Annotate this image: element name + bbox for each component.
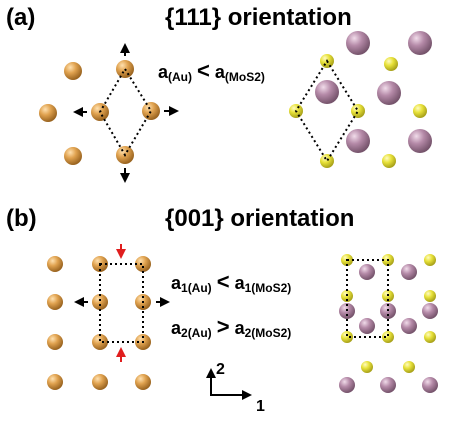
au-atom	[64, 62, 82, 80]
au-atom	[64, 147, 82, 165]
relation-rhs: a	[234, 318, 245, 338]
s-atom	[320, 154, 334, 168]
mo-atom	[401, 318, 417, 334]
au-atom	[92, 294, 108, 310]
au-atom	[92, 334, 108, 350]
au-001-strain-arrows	[74, 244, 170, 362]
au-atom	[92, 374, 108, 390]
s-atom	[341, 331, 353, 343]
axis-1-label: 1	[256, 398, 265, 415]
s-atom	[382, 331, 394, 343]
panel-b-relation-2: a2(Au) > a2(MoS2)	[171, 314, 292, 340]
mo-atom	[408, 129, 432, 153]
au-atom	[47, 294, 63, 310]
s-atom	[424, 290, 436, 302]
mo-atom	[380, 377, 396, 393]
au-atom	[39, 104, 57, 122]
panel-a-relation: a(Au) < a(MoS2)	[158, 58, 265, 84]
s-atom	[403, 361, 415, 373]
s-atom	[361, 361, 373, 373]
relation-rhs: a	[214, 62, 225, 82]
relation-rhs: a	[234, 273, 245, 293]
mo-atom	[359, 318, 375, 334]
au-111-unit-cell	[98, 67, 153, 157]
au-atom	[47, 256, 63, 272]
relation-rhs-sub: (MoS2)	[224, 70, 265, 84]
au-atom	[47, 334, 63, 350]
au-atom	[47, 374, 63, 390]
s-atom	[382, 154, 396, 168]
mo-atom	[422, 377, 438, 393]
relation-lhs: a	[158, 62, 169, 82]
axis-2-label: 2	[216, 361, 225, 378]
panel-b-title: {001} orientation	[165, 205, 355, 232]
mo-atom	[408, 31, 432, 55]
relation-operator: <	[216, 269, 230, 294]
relation-lhs: a	[171, 318, 182, 338]
mos2-001-lattice	[339, 254, 438, 393]
s-atom	[413, 104, 427, 118]
relation-lhs-sub: (Au)	[168, 70, 193, 84]
au-atom	[135, 374, 151, 390]
mo-atom	[401, 264, 417, 280]
relation-operator: >	[216, 314, 230, 339]
au-001-lattice	[47, 256, 151, 390]
relation-lhs-sub: 2(Au)	[181, 326, 212, 340]
panel-b-relation-1: a1(Au) < a1(MoS2)	[171, 269, 292, 295]
s-atom	[351, 104, 365, 118]
s-atom	[424, 331, 436, 343]
relation-lhs-sub: 1(Au)	[181, 281, 212, 295]
axes-indicator	[206, 368, 252, 400]
mo-atom	[346, 129, 370, 153]
relation-rhs-sub: 1(MoS2)	[244, 281, 292, 295]
relation-operator: <	[197, 58, 210, 83]
au-atom	[142, 102, 160, 120]
mo-atom	[359, 264, 375, 280]
panel-b-label: (b)	[6, 205, 37, 232]
relation-rhs-sub: 2(MoS2)	[244, 326, 292, 340]
mos2-111-lattice	[289, 31, 432, 168]
panel-a-title: {111} orientation	[165, 4, 352, 31]
au-001-unit-cell	[99, 263, 144, 343]
s-atom	[384, 57, 398, 71]
au-111-strain-arrows	[73, 43, 179, 183]
panel-a-label: (a)	[6, 4, 36, 31]
s-atom	[424, 254, 436, 266]
mos2-111-unit-cell	[294, 59, 360, 163]
mo-atom	[315, 80, 339, 104]
mo-atom	[377, 81, 401, 105]
relation-lhs: a	[171, 273, 182, 293]
mos2-001-unit-cell	[346, 259, 389, 338]
au-atom	[135, 256, 151, 272]
mo-atom	[422, 303, 438, 319]
mo-atom	[339, 377, 355, 393]
mo-atom	[346, 31, 370, 55]
